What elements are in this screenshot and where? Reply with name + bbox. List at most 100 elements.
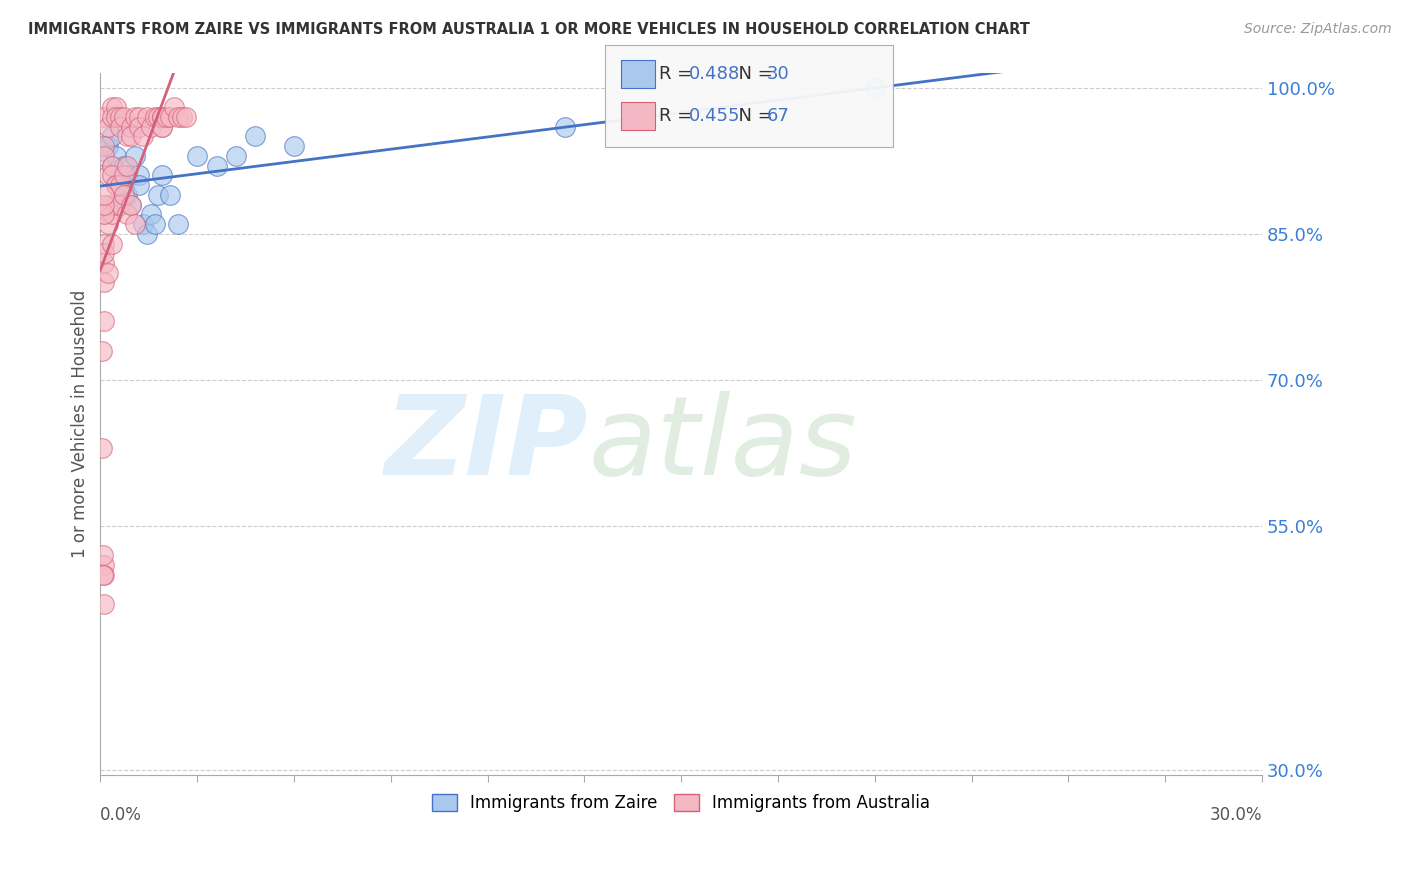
Point [97,266,120,280]
Y-axis label: 1 or more Vehicles in Household: 1 or more Vehicles in Household [72,290,89,558]
Text: atlas: atlas [588,392,856,499]
Point [150,110,173,124]
Point [93,597,115,611]
Point [863,80,886,95]
Point [150,120,173,134]
Point [104,100,127,114]
Point [104,197,127,211]
Point [174,110,197,124]
Point [128,178,150,192]
Point [143,110,166,124]
Point [91,343,114,358]
Point [143,217,166,231]
Point [101,159,124,173]
Point [104,110,127,124]
Point [117,207,139,221]
Point [124,110,146,124]
Text: ZIP: ZIP [385,392,588,499]
Point [159,110,181,124]
Text: R =: R = [659,107,699,125]
Point [97,217,120,231]
Point [97,120,120,134]
Point [159,187,181,202]
Text: 0.455: 0.455 [689,107,741,125]
Point [93,567,115,582]
Point [128,169,150,183]
Point [93,207,115,221]
Point [112,169,135,183]
Point [97,197,120,211]
Point [101,100,124,114]
Point [148,187,170,202]
Point [139,120,162,134]
Point [93,256,115,270]
Point [112,110,135,124]
Legend: Immigrants from Zaire, Immigrants from Australia: Immigrants from Zaire, Immigrants from A… [425,788,938,819]
Text: IMMIGRANTS FROM ZAIRE VS IMMIGRANTS FROM AUSTRALIA 1 OR MORE VEHICLES IN HOUSEHO: IMMIGRANTS FROM ZAIRE VS IMMIGRANTS FROM… [28,22,1031,37]
Point [124,217,146,231]
Point [225,149,247,163]
Point [108,178,131,192]
Point [112,178,135,192]
Point [150,169,173,183]
Point [117,129,139,144]
Point [101,159,124,173]
Text: R =: R = [659,65,699,83]
Point [117,187,139,202]
Point [166,110,188,124]
Point [104,149,127,163]
Point [120,197,142,211]
Point [91,549,114,563]
Point [135,227,157,241]
Point [186,149,208,163]
Point [150,110,173,124]
Text: 30: 30 [766,65,789,83]
Point [93,197,115,211]
Point [283,139,305,153]
Point [120,120,142,134]
Point [93,236,115,251]
Point [120,197,142,211]
Point [117,159,139,173]
Text: Source: ZipAtlas.com: Source: ZipAtlas.com [1244,22,1392,37]
Point [101,236,124,251]
Point [104,178,127,192]
Point [97,139,120,153]
Point [93,276,115,290]
Point [245,129,267,144]
Point [91,441,114,455]
Point [93,558,115,572]
Point [108,197,131,211]
Text: 0.0%: 0.0% [100,806,142,824]
Point [139,207,162,221]
Point [101,129,124,144]
Point [108,110,131,124]
Point [101,207,124,221]
Point [101,110,124,124]
Point [93,314,115,328]
Point [93,246,115,260]
Point [104,178,127,192]
Text: N =: N = [727,65,779,83]
Point [128,120,150,134]
Point [166,217,188,231]
Text: 30.0%: 30.0% [1209,806,1263,824]
Point [205,159,228,173]
Point [132,217,155,231]
Point [112,159,135,173]
Point [93,139,115,153]
Point [132,129,155,144]
Point [108,197,131,211]
Point [93,187,115,202]
Text: 67: 67 [766,107,789,125]
Point [117,169,139,183]
Point [108,120,131,134]
Point [97,169,120,183]
Point [124,149,146,163]
Point [554,120,576,134]
Point [163,100,186,114]
Point [93,207,115,221]
Point [93,567,115,582]
Point [148,110,170,124]
Text: 0.488: 0.488 [689,65,740,83]
